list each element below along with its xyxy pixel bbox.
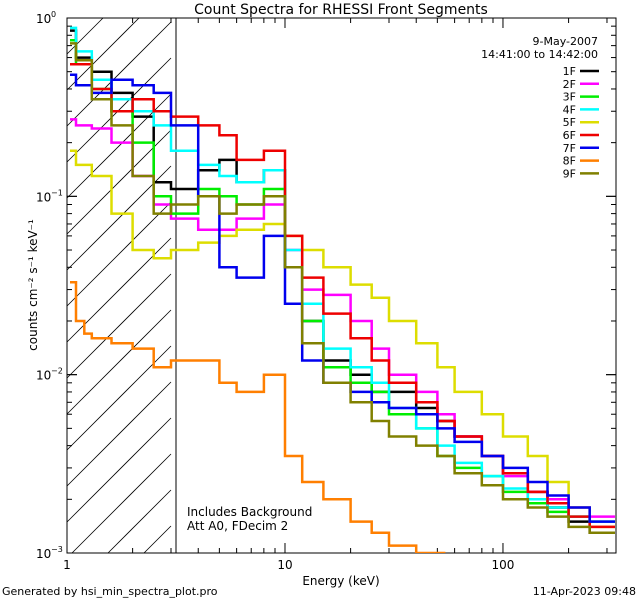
chart-title: Count Spectra for RHESSI Front Segments	[194, 2, 488, 18]
hatch-line	[107, 489, 172, 554]
legend-label-2F: 2F	[563, 78, 576, 91]
series-1F-line	[70, 29, 615, 534]
hatch-line	[66, 201, 172, 307]
series-3F-line	[70, 39, 615, 523]
x-tick-label: 100	[492, 558, 515, 572]
legend-label-5F: 5F	[563, 116, 576, 129]
hatch-line	[66, 273, 172, 379]
legend-label-7F: 7F	[563, 142, 576, 155]
legend-time-range: 14:41:00 to 14:42:00	[481, 48, 598, 61]
y-tick-label: 10 0	[36, 10, 56, 26]
legend-label-9F: 9F	[563, 167, 576, 180]
legend-label-3F: 3F	[563, 91, 576, 104]
hatch-line	[66, 417, 172, 523]
hatch-line	[66, 21, 172, 127]
annotation-background: Includes Background	[187, 505, 312, 519]
legend-label-8F: 8F	[563, 155, 576, 168]
y-tick-label-exponent: −2	[51, 367, 63, 376]
annotation-attenuator: Att A0, FDecim 2	[187, 519, 288, 533]
hatch-line	[66, 17, 140, 91]
y-tick-label-exponent: 0	[51, 10, 56, 19]
axis-ticks	[66, 17, 616, 554]
y-axis-label: counts cm⁻² s⁻¹ keV⁻¹	[26, 219, 40, 351]
hatch-line	[71, 453, 172, 554]
series-layer	[70, 26, 615, 553]
hatch-line	[143, 525, 172, 554]
footer-timestamp: 11-Apr-2023 09:48	[533, 585, 636, 598]
hatch-line	[66, 381, 172, 487]
y-tick-label-base: 10	[36, 12, 51, 26]
y-tick-label-base: 10	[36, 369, 51, 383]
hatch-line	[66, 17, 104, 55]
x-tick-label: 10	[277, 558, 292, 572]
series-8F-line	[70, 280, 446, 553]
footer-generated-by: Generated by hsi_min_spectra_plot.pro	[2, 585, 218, 598]
y-tick-label-exponent: −3	[51, 545, 63, 554]
x-tick-label: 1	[63, 558, 71, 572]
series-5F-line	[70, 149, 615, 529]
y-tick-label-base: 10	[36, 190, 51, 204]
legend-label-1F: 1F	[563, 65, 576, 78]
plot-frame	[66, 17, 617, 554]
x-tick-labels: 1 10 100	[63, 558, 514, 572]
legend-label-4F: 4F	[563, 103, 576, 116]
legend-label-6F: 6F	[563, 129, 576, 142]
x-axis-label: Energy (keV)	[302, 574, 379, 588]
legend: 9-May-2007 14:41:00 to 14:42:00 1F2F3F4F…	[481, 35, 599, 180]
series-9F-line	[70, 42, 615, 534]
y-tick-label: 10 −1	[36, 188, 63, 204]
y-tick-label-exponent: −1	[51, 188, 63, 197]
y-tick-label: 10 −3	[36, 545, 63, 561]
attenuator-hatch-region	[66, 17, 172, 554]
y-tick-label-base: 10	[36, 547, 51, 561]
legend-date: 9-May-2007	[533, 35, 598, 48]
hatch-line	[66, 309, 172, 415]
y-tick-label: 10 −2	[36, 367, 63, 383]
series-4F-line	[70, 26, 615, 523]
